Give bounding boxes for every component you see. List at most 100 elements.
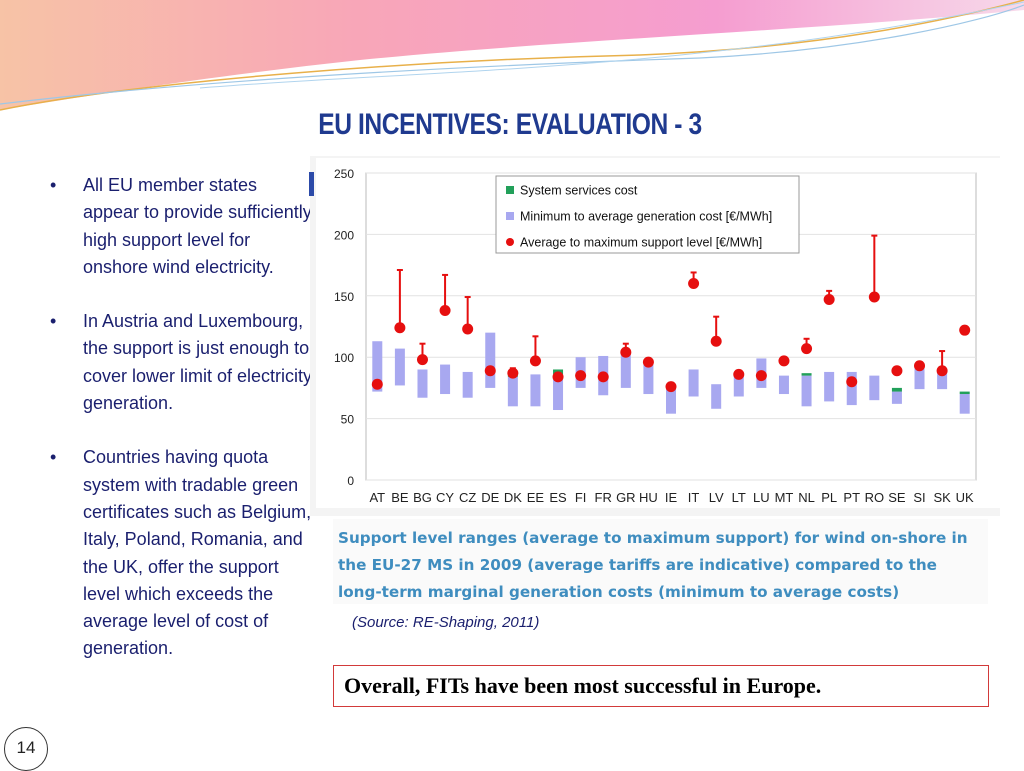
page-number: 14: [4, 727, 48, 771]
x-tick-label: SE: [888, 490, 906, 505]
bullet-text: Countries having quota system with trada…: [83, 447, 312, 659]
support-average-point: [484, 365, 496, 377]
x-tick-label: IT: [688, 490, 700, 505]
legend-label: Average to maximum support level [€/MWh]: [520, 236, 762, 250]
y-tick-label: 0: [347, 474, 354, 488]
x-tick-label: RO: [865, 490, 885, 505]
x-tick-label: LV: [709, 490, 724, 505]
support-average-point: [846, 376, 858, 388]
x-tick-label: SK: [933, 490, 951, 505]
support-average-point: [416, 354, 428, 366]
x-tick-label: EE: [527, 490, 545, 505]
support-average-point: [439, 305, 451, 317]
x-tick-label: LT: [732, 490, 746, 505]
cost-range-bar: [711, 384, 722, 409]
cost-range-bar: [688, 369, 699, 397]
support-average-point: [755, 370, 767, 382]
cost-range-bar: [553, 374, 564, 411]
cost-range-bar: [824, 371, 835, 402]
chart-caption: Support level ranges (average to maximum…: [333, 519, 988, 604]
bullet-item: • Countries having quota system with tra…: [50, 444, 315, 662]
bullet-text: All EU member states appear to provide s…: [83, 175, 312, 277]
x-tick-label: ES: [549, 490, 567, 505]
x-tick-label: GR: [616, 490, 636, 505]
x-tick-label: FI: [575, 490, 587, 505]
x-tick-label: CZ: [459, 490, 476, 505]
x-tick-label: AT: [369, 490, 385, 505]
conclusion-box: Overall, FITs have been most successful …: [333, 665, 989, 707]
support-average-point: [575, 370, 587, 382]
support-average-point: [642, 356, 654, 368]
cost-range-bar: [643, 363, 654, 395]
x-tick-label: LU: [753, 490, 770, 505]
support-average-point: [552, 371, 564, 383]
legend-label: System services cost: [520, 184, 638, 198]
bullet-text: In Austria and Luxembourg, the support i…: [83, 311, 313, 414]
cost-range-bar: [801, 375, 812, 407]
x-tick-label: SI: [913, 490, 925, 505]
bullet-item: • All EU member states appear to provide…: [50, 172, 315, 281]
support-average-point: [868, 291, 880, 303]
x-tick-label: DK: [504, 490, 522, 505]
legend-label: Minimum to average generation cost [€/MW…: [520, 210, 772, 224]
accent-bar: [309, 172, 314, 196]
support-average-point: [936, 365, 948, 377]
system-services-bar: [891, 387, 902, 392]
y-tick-label: 250: [334, 167, 354, 181]
support-average-point: [733, 368, 745, 380]
support-average-point: [801, 343, 813, 355]
support-average-point: [688, 278, 700, 290]
cost-range-bar: [869, 375, 880, 401]
cost-range-bar: [530, 374, 541, 407]
cost-range-bar: [485, 332, 496, 388]
x-tick-label: PL: [821, 490, 837, 505]
support-average-point: [529, 355, 541, 367]
cost-range-bar: [937, 369, 948, 390]
bullet-symbol: •: [50, 447, 57, 468]
cost-range-bar: [846, 371, 857, 406]
cost-range-bar: [914, 363, 925, 390]
legend-swatch-cost: [506, 212, 514, 220]
bullet-symbol: •: [50, 311, 57, 332]
cost-range-bar: [394, 348, 405, 386]
cost-range-bar: [891, 391, 902, 404]
support-average-point: [914, 360, 926, 372]
bullet-symbol: •: [50, 175, 57, 195]
x-tick-label: IE: [665, 490, 678, 505]
support-average-point: [665, 381, 677, 393]
decorative-banner: [0, 0, 1024, 111]
cost-range-bar: [417, 369, 428, 398]
x-tick-label: BE: [391, 490, 409, 505]
y-tick-label: 200: [334, 228, 354, 242]
cost-range-bar: [666, 386, 676, 414]
support-average-point: [507, 367, 519, 379]
support-average-point: [959, 324, 971, 336]
cost-range-bar: [620, 351, 631, 388]
support-average-point: [620, 346, 632, 358]
support-level-chart: 0 50 100 150 200 250 AT BE BG CY CZ DE DK EE ES FI FR GR H…: [334, 167, 977, 505]
support-average-point: [462, 323, 474, 335]
chart-panel: 0 50 100 150 200 250 AT BE BG CY CZ DE DK EE ES FI FR GR H…: [316, 158, 1000, 508]
x-tick-label: NL: [798, 490, 815, 505]
legend-swatch-support: [506, 238, 514, 246]
support-average-point: [778, 355, 790, 367]
x-tick-label: CY: [436, 490, 454, 505]
bullet-list: • All EU member states appear to provide…: [50, 172, 315, 690]
y-tick-label: 150: [334, 290, 354, 304]
source-note: (Source: RE-Shaping, 2011): [352, 614, 540, 631]
support-average-point: [371, 378, 383, 390]
slide-title: EU INCENTIVES: EVALUATION - 3: [318, 108, 702, 141]
x-tick-label: MT: [775, 490, 794, 505]
cost-range-bar: [959, 394, 970, 414]
x-tick-label: DE: [481, 490, 499, 505]
x-tick-label: UK: [956, 490, 974, 505]
x-tick-label: PT: [843, 490, 860, 505]
bullet-item: • In Austria and Luxembourg, the support…: [50, 308, 315, 417]
y-tick-label: 50: [341, 413, 355, 427]
system-services-bar: [959, 391, 970, 395]
system-services-bar: [801, 373, 812, 376]
cost-range-bar: [440, 364, 451, 395]
cost-range-bar: [778, 375, 789, 395]
support-average-point: [710, 335, 722, 347]
support-average-point: [823, 293, 835, 305]
